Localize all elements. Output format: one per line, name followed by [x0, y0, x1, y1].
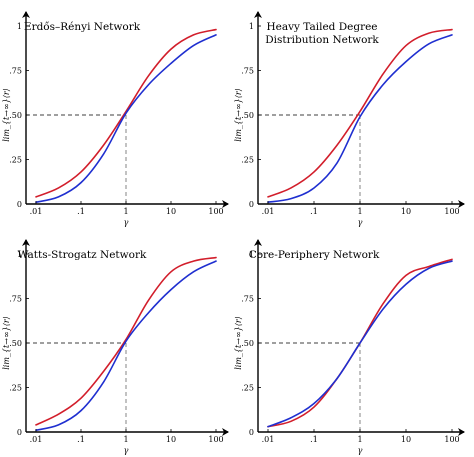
y-tick-label: .25 [241, 384, 254, 393]
y-tick-label: .75 [9, 295, 22, 304]
y-tick-label: 1 [249, 250, 254, 259]
y-tick-label: 1 [249, 22, 254, 31]
x-tick-label: .01 [30, 207, 43, 216]
y-tick-label: .75 [241, 67, 254, 76]
x-axis-label: γ [124, 446, 129, 455]
y-tick-label: 0 [17, 428, 22, 437]
series-line-blue [35, 34, 217, 204]
y-tick-label: .25 [241, 156, 254, 165]
y-axis-label: lim_{t→∞}⟨r⟩ [234, 316, 243, 370]
panel-title-line: Core-Periphery Network [249, 249, 380, 261]
series-line-blue [267, 34, 453, 204]
panel-title: Heavy Tailed Degree Distribution Network [265, 21, 379, 46]
x-axis-label: γ [124, 218, 129, 227]
x-tick-label: 10 [166, 435, 176, 444]
x-axis-label: γ [358, 446, 363, 455]
y-tick-label: .50 [9, 339, 22, 348]
x-tick-label: .1 [310, 435, 318, 444]
chart-panel-1: .01 .1 1 10 100 0 .25 .50 .75 1 γ lim_{t→∞}⟨r⟩ Erdős… [2, 11, 229, 227]
x-tick-label: 10 [166, 207, 176, 216]
y-tick-label: 0 [249, 200, 254, 209]
x-tick-label: 100 [444, 207, 459, 216]
series-line-blue [35, 260, 217, 432]
x-tick-label: 1 [357, 207, 362, 216]
y-tick-label: .75 [241, 295, 254, 304]
x-tick-label: .1 [310, 207, 318, 216]
y-tick-label: .25 [9, 156, 22, 165]
chart-panel-4: .01 .1 1 10 100 0 .25 .50 .75 1 γ lim_{t→∞}⟨r⟩ Core-… [234, 239, 465, 455]
x-tick-label: 100 [208, 207, 223, 216]
panel-title-line: Heavy Tailed Degree [266, 21, 377, 33]
series-line-red [267, 28, 453, 198]
x-tick-label: 1 [123, 207, 128, 216]
chart-panel-2: .01 .1 1 10 100 0 .25 .50 .75 1 γ lim_{t→∞}⟨r⟩ Heavy… [234, 11, 465, 227]
panel-title: Core-Periphery Network [249, 249, 380, 261]
y-tick-label: 1 [17, 22, 22, 31]
panel-title-line: Watts-Strogatz Network [18, 249, 147, 261]
x-tick-label: .1 [77, 435, 85, 444]
y-tick-label: .50 [9, 111, 22, 120]
panel-title: Erdős–Rényi Network [24, 20, 141, 33]
x-tick-label: 100 [444, 435, 459, 444]
x-tick-label: 1 [357, 435, 362, 444]
x-tick-label: .01 [30, 435, 43, 444]
series-line-blue [267, 260, 453, 428]
y-axis-label: lim_{t→∞}⟨r⟩ [2, 316, 11, 370]
x-tick-label: 10 [401, 435, 411, 444]
x-tick-label: 100 [208, 435, 223, 444]
y-axis-label: lim_{t→∞}⟨r⟩ [2, 88, 11, 142]
y-tick-label: 0 [17, 200, 22, 209]
series-line-red [35, 28, 217, 198]
panel-title-line: Erdős–Rényi Network [24, 20, 141, 33]
x-tick-label: .01 [262, 435, 275, 444]
x-tick-label: .1 [77, 207, 85, 216]
x-tick-label: 1 [123, 435, 128, 444]
x-tick-label: .01 [262, 207, 275, 216]
y-axis-label: lim_{t→∞}⟨r⟩ [234, 88, 243, 142]
y-tick-label: 1 [17, 250, 22, 259]
y-tick-label: .50 [241, 111, 254, 120]
y-tick-label: .75 [9, 67, 22, 76]
y-tick-label: .25 [9, 384, 22, 393]
panel-title: Watts-Strogatz Network [18, 249, 147, 261]
chart-panel-3: .01 .1 1 10 100 0 .25 .50 .75 1 γ lim_{t→∞}⟨r⟩ Watts… [2, 239, 229, 455]
series-line-red [35, 256, 217, 426]
panel-title-line: Distribution Network [265, 34, 379, 46]
y-tick-label: 0 [249, 428, 254, 437]
y-tick-label: .50 [241, 339, 254, 348]
x-tick-label: 10 [401, 207, 411, 216]
x-axis-label: γ [358, 218, 363, 227]
